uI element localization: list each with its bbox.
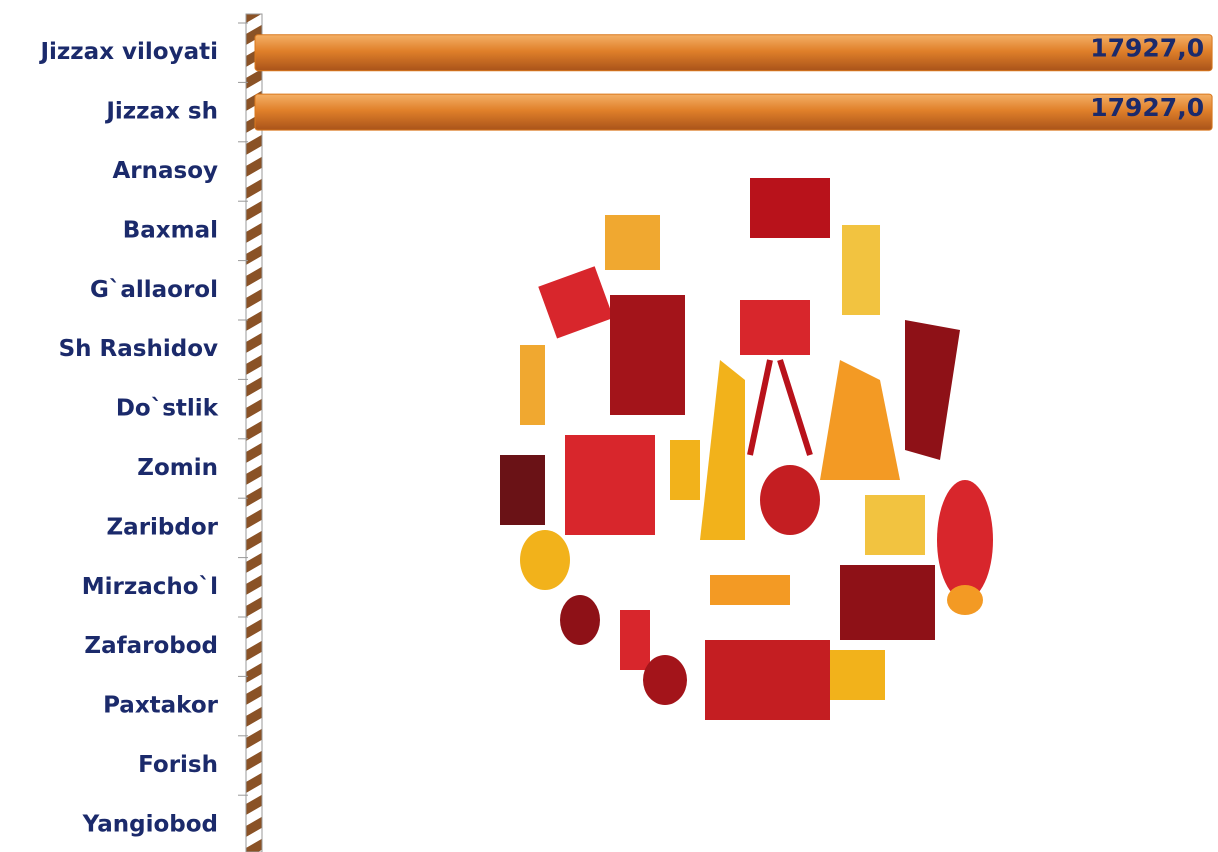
- y-tick-label: Mirzacho`l: [82, 574, 218, 600]
- y-tick-label: Sh Rashidov: [59, 336, 218, 362]
- data-label: 17927,0: [1090, 34, 1204, 63]
- y-tick-label: Paxtakor: [103, 693, 219, 719]
- y-tick-label: Forish: [138, 752, 218, 778]
- bar: [255, 35, 1212, 71]
- y-tick-label: Zaribdor: [107, 514, 219, 540]
- illustration: [440, 170, 993, 720]
- y-tick-label: G`allaorol: [90, 277, 218, 303]
- y-tick-label: Zomin: [137, 455, 218, 481]
- data-label: 17927,0: [1090, 93, 1204, 122]
- y-tick-label: Jizzax viloyati: [38, 39, 218, 65]
- y-tick-label: Baxmal: [123, 217, 218, 243]
- y-tick-label: Jizzax sh: [104, 99, 218, 125]
- bar: [255, 94, 1212, 130]
- y-tick-label: Yangiobod: [82, 811, 218, 837]
- chart: Jizzax viloyati 17927,0 Jizzax sh 17927,0 Ar…: [0, 0, 1218, 852]
- y-tick-label: Zafarobod: [84, 633, 218, 659]
- y-tick-label: Arnasoy: [112, 158, 218, 184]
- value-axis: [246, 14, 262, 852]
- y-tick-label: Do`stlik: [116, 396, 219, 422]
